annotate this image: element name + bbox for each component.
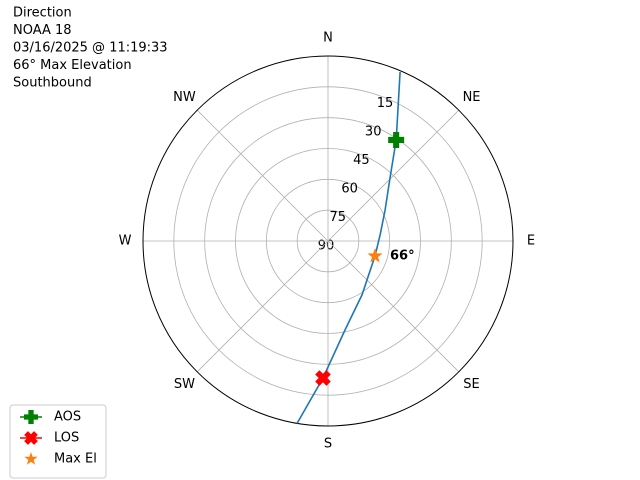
- theta-tick-label: SE: [463, 377, 479, 392]
- grid-spoke: [327, 240, 460, 373]
- title-line: NOAA 18: [13, 23, 72, 38]
- title-line: 03/16/2025 @ 11:19:33: [13, 41, 168, 56]
- grid-spoke: [196, 109, 329, 242]
- legend-marker: [24, 431, 38, 445]
- theta-tick-label: SW: [174, 377, 195, 392]
- legend-marker: [24, 410, 38, 424]
- r-tick-label: 15: [377, 96, 394, 111]
- value-label: 66°: [390, 248, 415, 263]
- legend-marker: [24, 452, 38, 465]
- theta-tick-label: E: [527, 234, 535, 249]
- theta-tick-label: N: [323, 31, 333, 46]
- r-tick-label: 90: [318, 239, 335, 254]
- r-tick-label: 75: [330, 210, 347, 225]
- r-tick-label: 30: [365, 125, 382, 140]
- legend-label: AOS: [54, 410, 81, 425]
- legend-box: [9, 404, 107, 479]
- polar-frame: [142, 55, 514, 427]
- title-line: Southbound: [13, 76, 92, 91]
- marker: [388, 131, 405, 148]
- theta-tick-label: S: [324, 437, 332, 452]
- title-line: 66° Max Elevation: [13, 58, 132, 73]
- track-line: [296, 71, 401, 424]
- legend-label: LOS: [54, 431, 79, 446]
- marker: [367, 248, 383, 263]
- theta-tick-label: W: [119, 234, 132, 249]
- r-tick-label: 60: [341, 182, 358, 197]
- theta-tick-label: NW: [173, 90, 196, 105]
- legend-label: Max El: [54, 452, 97, 467]
- grid-spoke: [196, 240, 329, 373]
- r-tick-label: 45: [353, 153, 370, 168]
- grid-spoke: [327, 109, 460, 242]
- theta-tick-label: NE: [463, 90, 481, 105]
- title-line: Direction: [13, 6, 72, 21]
- marker: [315, 370, 331, 386]
